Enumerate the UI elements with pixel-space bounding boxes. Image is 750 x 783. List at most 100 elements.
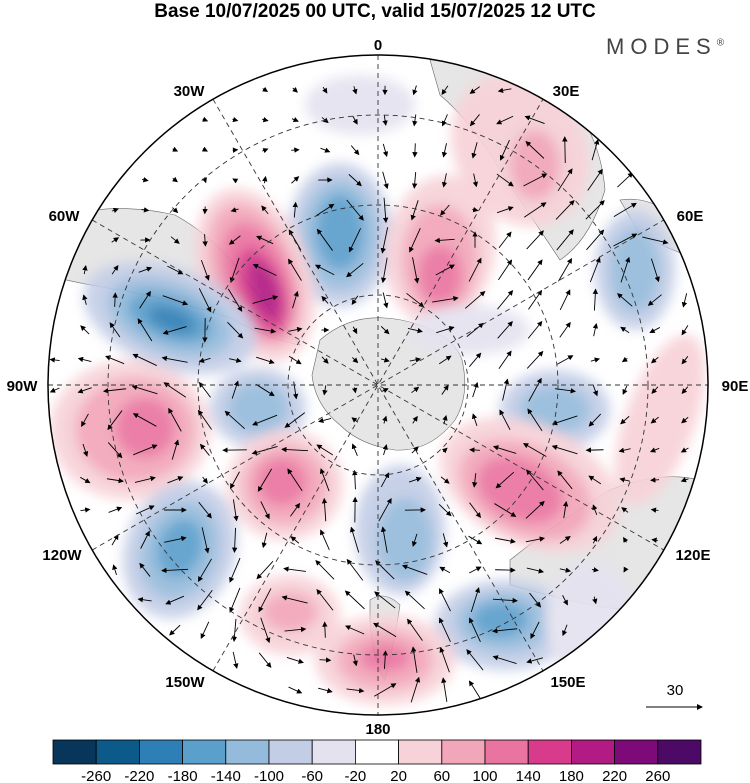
colorbar-tick-label: 60 [433,768,450,783]
wind-arrow [162,326,187,335]
wind-arrow [198,357,211,363]
colorbar-swatch [268,739,313,765]
wind-arrow [441,85,449,95]
wind-arrow [198,288,212,313]
wind-arrow [586,229,605,251]
wind-arrow [230,471,240,490]
wind-arrow [382,197,389,224]
wind-arrow [559,289,571,311]
wind-arrow [680,447,689,453]
wind-arrow [103,388,127,394]
wind-arrow [167,476,184,484]
wind-arrow [496,206,514,214]
wind-arrow [344,590,365,610]
colorbar-tick-label: -180 [168,768,198,783]
wind-arrow [441,384,449,395]
wind-arrow [590,357,601,363]
wind-arrow [382,143,389,158]
wind-arrow [557,168,573,192]
wind-arrow [168,407,182,432]
wind-arrow [551,415,578,426]
wind-arrow [107,410,123,431]
wind-arrow [623,536,629,543]
wind-arrow [318,687,333,694]
wind-arrow [494,537,516,544]
wind-arrow [292,201,298,218]
colorbar-tick-label: -60 [301,768,323,783]
wind-arrow [321,295,329,304]
wind-arrow [495,567,516,573]
wind-arrow [409,227,421,253]
wind-arrow [350,145,360,156]
wind-arrow [254,327,277,334]
wind-arrow [252,414,278,426]
wind-arrow [201,146,208,152]
wind-arrow [288,686,303,694]
antarctica-land [311,317,466,451]
wind-arrow [619,477,630,483]
wind-arrow [172,207,179,214]
wind-arrow [556,229,574,251]
wind-arrow [82,443,89,457]
wind-arrow [438,355,452,365]
wind-arrow [439,646,450,673]
lon-label-150w: 150W [165,674,205,691]
wind-arrow [315,560,335,580]
wind-arrow [412,143,418,158]
wind-arrow [588,475,602,485]
wind-arrow [322,621,328,638]
wind-arrow [351,387,358,394]
wind-arrow [555,199,575,220]
wind-arrow [410,200,419,221]
wind-arrow [172,176,178,183]
wind-arrow [352,86,358,95]
wind-arrow [588,413,602,427]
wind-arrow [559,567,572,573]
wind-arrow [442,533,449,548]
colorbar-tick-label: 180 [559,768,584,783]
wind-arrow [232,499,239,522]
wind-arrow [352,357,359,364]
wind-arrow [320,147,331,153]
colorbar-tick-label: 140 [516,768,541,783]
wind-arrow [172,146,179,152]
wind-arrow [322,86,328,94]
wind-arrow [562,500,569,519]
wind-arrow [681,356,689,365]
wind-arrow [77,387,92,394]
wind-arrow [316,589,334,611]
wind-arrow [496,173,514,187]
brand-name: MODES [606,34,717,59]
wind-arrow [592,322,599,337]
wind-arrow [281,595,308,604]
wind-arrow [161,567,189,574]
wind-arrow [287,468,303,492]
wind-arrow [527,320,543,339]
wind-arrow [80,476,91,484]
wind-arrow [262,116,269,123]
wind-arrow [592,596,598,605]
wind-arrow [319,468,330,492]
wind-arrow [680,477,689,483]
wind-arrow [139,562,151,577]
wind-arrow [412,85,418,96]
wind-arrow [142,177,149,183]
wind-arrow [164,535,187,543]
wind-arrow [527,259,543,281]
wind-arrow [526,469,544,491]
wind-arrow [382,415,388,424]
wind-arrow [281,446,309,453]
wind-arrow [258,652,272,668]
wind-arrow [471,413,478,426]
wind-arrow [232,651,239,669]
wind-arrow [496,115,514,125]
wind-arrow [82,265,88,275]
wind-arrow [77,356,92,363]
wind-arrow [411,533,418,547]
wind-arrow [551,444,578,455]
wind-arrow [466,322,484,337]
wind-arrow [469,114,480,127]
wind-arrow [169,624,181,636]
wind-arrow [681,293,688,308]
wind-arrow [441,677,448,702]
